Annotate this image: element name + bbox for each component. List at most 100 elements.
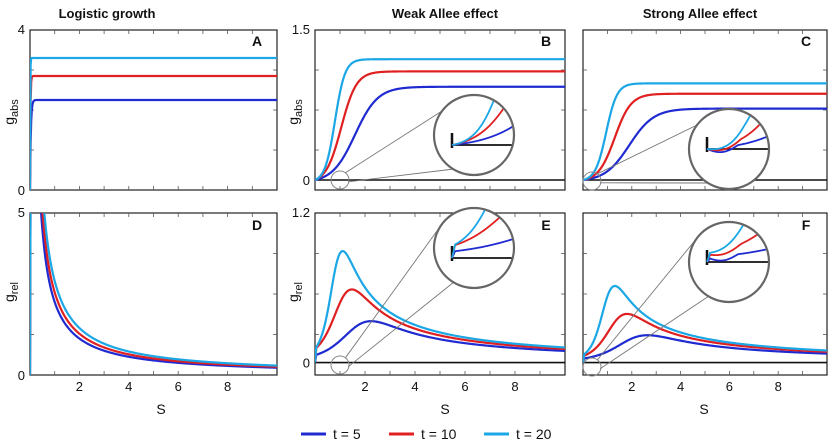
panel-E-zoom-connector-1: [347, 281, 455, 368]
panel-F: 2 4 6 8 F: [582, 212, 828, 394]
panel-D-ytick-label-1: 5: [18, 205, 25, 220]
panel-C-series-t20: [583, 82, 827, 182]
panel-B: 0 1.5 B: [292, 22, 566, 191]
panel-D-xtick-label-0: 2: [76, 379, 83, 394]
panel-D-series-t5: [30, 213, 277, 375]
panel-C-series-t10: [583, 92, 827, 182]
ylabel-E: grel: [285, 282, 305, 302]
panel-B-frame: [314, 29, 566, 191]
panel-E-series-t5: [315, 320, 565, 363]
column-title-logistic: Logistic growth: [59, 6, 156, 21]
panel-B-zoom-connector-1: [348, 168, 455, 183]
panel-B-zoom-connector-0: [345, 110, 443, 174]
panel-F-zoom-circle: [687, 220, 771, 304]
ylabel-A: gabs: [1, 99, 21, 125]
panel-E-ytick-label-0: 0: [303, 356, 310, 371]
panel-D-series-t10: [30, 213, 277, 375]
xlabel-E: S: [440, 401, 449, 417]
panel-E-zoom-series-t5: [451, 237, 513, 259]
panel-C-zoom-series-t10: [706, 112, 768, 152]
panel-B-zoom-circle: [432, 93, 516, 177]
panel-B-series-t10: [315, 70, 565, 182]
column-title-strong-allee: Strong Allee effect: [643, 6, 758, 21]
panel-F-zoom-series-t20: [706, 223, 768, 263]
ylabel-D: grel: [1, 282, 21, 302]
panel-B-zoom-series-t5: [451, 125, 513, 146]
panel-D-xtick-label-3: 8: [224, 379, 231, 394]
panels: 0 4 A 0 1.5 B C 0 5 2 4 6 8 D 0 1.2 2 4 6 8 E 2 4 6 8 F: [18, 22, 828, 394]
ylabel-D-sub: rel: [9, 282, 21, 294]
panel-D-frame: [29, 212, 278, 376]
panel-F-xtick-label-1: 4: [677, 379, 684, 394]
panel-D-ytick-label-0: 0: [18, 368, 25, 383]
panel-B-letter: B: [541, 33, 551, 49]
panel-F-xtick-label-2: 6: [726, 379, 733, 394]
panel-A-letter: A: [252, 33, 262, 49]
panel-C-letter: C: [801, 33, 811, 49]
panel-E-zoom-inset: [330, 206, 516, 375]
panel-D-xtick-label-1: 4: [125, 379, 132, 394]
panel-F-xtick-label-0: 2: [628, 379, 635, 394]
legend-label-t10: t = 10: [421, 426, 457, 442]
panel-E-xtick-label-0: 2: [361, 379, 368, 394]
panel-B-ytick-label-0: 0: [303, 173, 310, 188]
panel-C-zoom-connector-0: [597, 124, 698, 175]
ylabel-B: gabs: [285, 99, 305, 125]
panel-B-zoom-series-t20: [451, 96, 513, 146]
xlabel-F: S: [699, 401, 708, 417]
panel-E-xtick-label-2: 6: [461, 379, 468, 394]
panel-B-series-t20: [315, 58, 565, 181]
panel-F-zoom-source-circle: [582, 357, 602, 377]
panel-E-zoom-source-circle: [330, 355, 350, 375]
panel-E-series-t10: [315, 288, 565, 363]
panel-C-zoom-series-t20: [706, 110, 768, 151]
panel-C-zoom-source-circle: [582, 171, 602, 191]
panel-F-zoom-inset: [582, 220, 771, 377]
panel-E-letter: E: [541, 217, 550, 233]
panel-B-zoom-inset: [330, 93, 516, 190]
panel-E-xtick-label-1: 4: [411, 379, 418, 394]
panel-C-zoom-inset: [582, 107, 771, 191]
panel-C-series-t5: [583, 107, 827, 182]
panel-A-ytick-label-0: 0: [18, 183, 25, 198]
panel-C: C: [582, 29, 828, 191]
panel-F-zoom-series-t5: [706, 247, 768, 263]
panel-C-zoom-content: [705, 110, 768, 154]
panel-C-zoom-circle: [687, 107, 771, 191]
panel-A-series-t10: [30, 74, 277, 190]
ylabel-B-sub: abs: [293, 99, 305, 117]
column-title-weak-allee: Weak Allee effect: [392, 6, 499, 21]
panel-E-series-t20: [315, 250, 565, 363]
panel-F-zoom-connector-1: [599, 295, 710, 370]
panel-D: 0 5 2 4 6 8 D: [18, 205, 278, 394]
legend-label-t5: t = 5: [333, 426, 361, 442]
panel-F-series-t10: [583, 312, 827, 363]
panel-A-frame: [29, 29, 278, 191]
panel-B-zoom-source-circle: [330, 170, 350, 190]
panel-E-zoom-connector-0: [345, 223, 443, 359]
legend: t = 5 t = 10 t = 20: [301, 426, 552, 442]
panel-E: 0 1.2 2 4 6 8 E: [292, 205, 566, 394]
panel-B-series-t5: [315, 85, 565, 182]
panel-D-xtick-label-2: 6: [175, 379, 182, 394]
legend-label-t20: t = 20: [516, 426, 552, 442]
xlabel-D: S: [156, 401, 165, 417]
panel-F-xtick-label-3: 8: [775, 379, 782, 394]
panel-F-zoom-content: [705, 223, 768, 265]
panel-D-letter: D: [252, 217, 262, 233]
panel-E-ytick-label-1: 1.2: [292, 205, 310, 220]
ylabel-E-sub: rel: [293, 282, 305, 294]
panel-D-series-t20: [30, 213, 277, 375]
panel-A-series-t5: [30, 98, 277, 190]
panel-F-letter: F: [802, 217, 811, 233]
panel-A-series-t20: [30, 56, 277, 190]
panel-E-xtick-label-3: 8: [511, 379, 518, 394]
panel-C-zoom-series-t5: [706, 135, 768, 154]
panel-A: 0 4 A: [18, 22, 278, 198]
panel-F-series-t20: [583, 284, 827, 363]
panel-F-zoom-connector-0: [597, 237, 698, 361]
panel-E-zoom-series-t20: [451, 209, 513, 259]
panel-E-zoom-circle: [432, 206, 516, 290]
ylabel-A-sub: abs: [9, 99, 21, 117]
